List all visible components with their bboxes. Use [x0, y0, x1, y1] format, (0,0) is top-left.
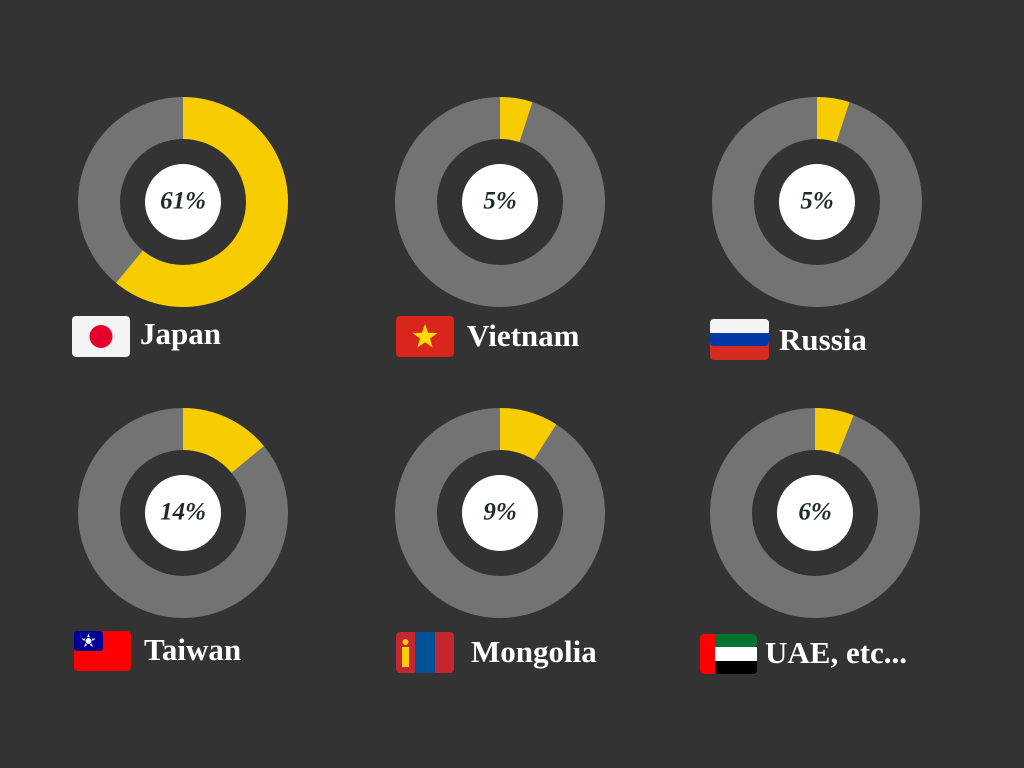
- flag-icon: [396, 316, 454, 357]
- country-label: Taiwan: [144, 632, 241, 667]
- value-label: 5%: [483, 188, 516, 215]
- flag-icon: [396, 632, 454, 673]
- flag-icon: [72, 316, 130, 357]
- flag-emblem: [402, 639, 409, 645]
- flag-disc: [89, 325, 113, 348]
- flag-hoist: [708, 634, 715, 674]
- country-label: Mongolia: [471, 634, 597, 669]
- donut-chart: 5% Russia: [710, 97, 922, 360]
- value-label: 5%: [800, 188, 833, 215]
- value-label: 6%: [798, 499, 831, 526]
- value-label: 61%: [160, 188, 206, 215]
- donut-center: [145, 475, 221, 551]
- donut-center: [779, 164, 855, 240]
- country-label: UAE, etc...: [765, 635, 907, 670]
- donut-center: [145, 164, 221, 240]
- donut-center: [462, 475, 538, 551]
- donut-chart: 14% Taiwan: [74, 408, 288, 671]
- country-label: Russia: [779, 322, 867, 357]
- flag-icon: [74, 631, 131, 671]
- country-label: Vietnam: [467, 318, 580, 353]
- donut-chart: 5% Vietnam: [395, 97, 605, 357]
- value-label: 9%: [483, 499, 516, 526]
- flag-band: [415, 632, 435, 673]
- flag-icon: [700, 634, 757, 674]
- country-label: Japan: [140, 316, 221, 351]
- flag-star: [412, 324, 438, 348]
- flag-stripe: [710, 329, 769, 333]
- flag-sun-core: [84, 637, 93, 645]
- donut-chart: 9% Mongolia: [395, 408, 605, 673]
- donut-chart: 61% Japan: [72, 96, 289, 357]
- flag-emblem: [402, 647, 409, 667]
- donut-center: [777, 475, 853, 551]
- value-label: 14%: [160, 499, 206, 526]
- donut-center: [462, 164, 538, 240]
- flag-icon: [710, 319, 769, 360]
- donut-chart: 6% UAE, etc...: [700, 408, 920, 674]
